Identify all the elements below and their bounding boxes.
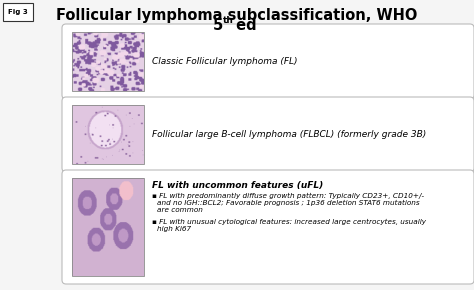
Text: and no IGH::BCL2; Favorable prognosis ; 1p36 deletion STAT6 mutations: and no IGH::BCL2; Favorable prognosis ; …	[157, 200, 419, 206]
Text: Fig 3: Fig 3	[8, 9, 28, 15]
Text: th: th	[223, 16, 234, 25]
Bar	[72, 105, 144, 164]
Text: Follicular large B-cell lymphoma (FLBCL) (formerly grade 3B): Follicular large B-cell lymphoma (FLBCL)…	[152, 130, 426, 139]
Text: Follicular lymphoma subclassification, WHO: Follicular lymphoma subclassification, W…	[56, 8, 418, 23]
FancyBboxPatch shape	[62, 170, 474, 284]
FancyBboxPatch shape	[62, 24, 474, 99]
Text: ▪ FL with predominantly diffuse growth pattern: Typically CD23+, CD10+/-: ▪ FL with predominantly diffuse growth p…	[152, 193, 424, 199]
Text: Classic Follicular lymphoma (FL): Classic Follicular lymphoma (FL)	[152, 57, 298, 66]
Text: ▪ FL with unusual cytological features: increased large centrocytes, usually: ▪ FL with unusual cytological features: …	[152, 219, 426, 225]
FancyBboxPatch shape	[62, 97, 474, 172]
Text: high Ki67: high Ki67	[157, 226, 191, 232]
Text: are common: are common	[157, 207, 203, 213]
Bar	[72, 32, 144, 91]
Text: FL with uncommon features (uFL): FL with uncommon features (uFL)	[152, 181, 323, 190]
Bar	[72, 178, 144, 276]
Text: ed: ed	[231, 18, 256, 33]
Text: 5: 5	[213, 18, 223, 33]
FancyBboxPatch shape	[3, 3, 33, 21]
